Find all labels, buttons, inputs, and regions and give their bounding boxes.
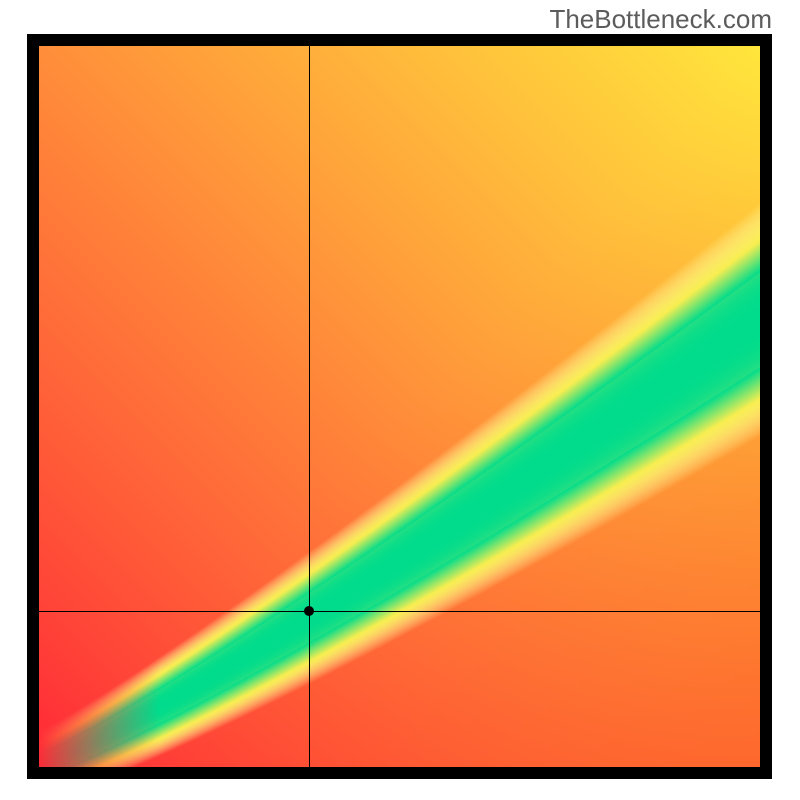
crosshair-vertical	[309, 46, 310, 779]
selected-point-marker	[304, 606, 314, 616]
plot-area	[27, 34, 772, 779]
bottleneck-heatmap	[39, 46, 760, 767]
chart-container: TheBottleneck.com	[0, 0, 800, 800]
watermark-text: TheBottleneck.com	[549, 4, 772, 35]
crosshair-horizontal	[39, 611, 772, 612]
